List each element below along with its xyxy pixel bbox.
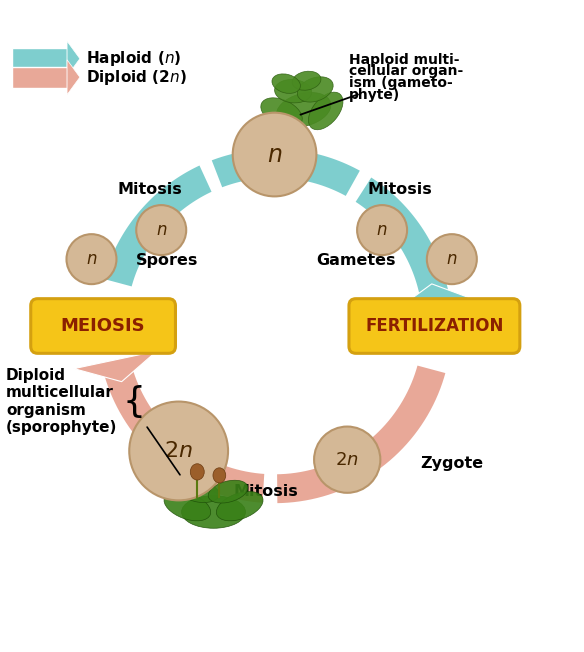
Text: Haploid ($\it{n}$): Haploid ($\it{n}$): [86, 49, 181, 68]
FancyBboxPatch shape: [349, 299, 520, 353]
Polygon shape: [67, 60, 80, 95]
Text: multicellular: multicellular: [6, 385, 114, 400]
Text: (sporophyte): (sporophyte): [6, 420, 117, 436]
Ellipse shape: [261, 98, 303, 128]
Polygon shape: [276, 364, 447, 505]
Ellipse shape: [297, 77, 333, 102]
Text: $\it{n}$: $\it{n}$: [86, 250, 97, 268]
Ellipse shape: [274, 80, 312, 103]
Circle shape: [232, 113, 317, 196]
Text: Zygote: Zygote: [420, 456, 483, 471]
Text: ism (gameto-: ism (gameto-: [349, 76, 453, 90]
Ellipse shape: [308, 92, 343, 130]
Text: $2\it{n}$: $2\it{n}$: [335, 451, 359, 469]
Polygon shape: [100, 357, 266, 504]
Text: Gametes: Gametes: [316, 254, 396, 269]
Text: Mitosis: Mitosis: [234, 484, 298, 499]
Text: FERTILIZATION: FERTILIZATION: [365, 317, 503, 335]
FancyBboxPatch shape: [31, 299, 175, 353]
Ellipse shape: [179, 481, 219, 503]
Polygon shape: [354, 176, 451, 308]
Circle shape: [129, 402, 228, 500]
Polygon shape: [12, 48, 67, 69]
Polygon shape: [74, 351, 157, 381]
Circle shape: [67, 234, 116, 284]
Ellipse shape: [190, 464, 204, 480]
Polygon shape: [210, 147, 361, 198]
Text: phyte): phyte): [349, 88, 400, 102]
Circle shape: [357, 205, 407, 255]
Circle shape: [427, 234, 477, 284]
Circle shape: [314, 426, 380, 493]
Text: {: {: [123, 385, 145, 419]
Polygon shape: [102, 164, 213, 288]
Polygon shape: [394, 284, 478, 312]
Text: Haploid multi-: Haploid multi-: [349, 53, 460, 67]
Text: Spores: Spores: [136, 254, 198, 269]
Text: $2\it{n}$: $2\it{n}$: [164, 441, 193, 461]
Text: $\it{n}$: $\it{n}$: [267, 143, 282, 166]
Text: cellular organ-: cellular organ-: [349, 65, 463, 78]
Ellipse shape: [272, 74, 300, 93]
Text: Mitosis: Mitosis: [117, 182, 182, 197]
Ellipse shape: [213, 468, 226, 483]
Text: Diploid (2$\it{n}$): Diploid (2$\it{n}$): [86, 68, 186, 87]
Text: MEIOSIS: MEIOSIS: [61, 317, 145, 335]
Ellipse shape: [164, 492, 211, 521]
Text: $\it{n}$: $\it{n}$: [376, 221, 388, 239]
Text: organism: organism: [6, 403, 86, 418]
Text: Mitosis: Mitosis: [367, 182, 432, 197]
Polygon shape: [12, 67, 67, 88]
Ellipse shape: [208, 481, 248, 503]
Circle shape: [136, 205, 186, 255]
Ellipse shape: [276, 93, 331, 127]
Text: $\it{n}$: $\it{n}$: [446, 250, 457, 268]
Text: $\it{n}$: $\it{n}$: [155, 221, 167, 239]
Ellipse shape: [292, 71, 321, 90]
Text: Diploid: Diploid: [6, 368, 66, 383]
Ellipse shape: [216, 492, 263, 521]
Ellipse shape: [182, 496, 245, 528]
Polygon shape: [67, 41, 80, 76]
